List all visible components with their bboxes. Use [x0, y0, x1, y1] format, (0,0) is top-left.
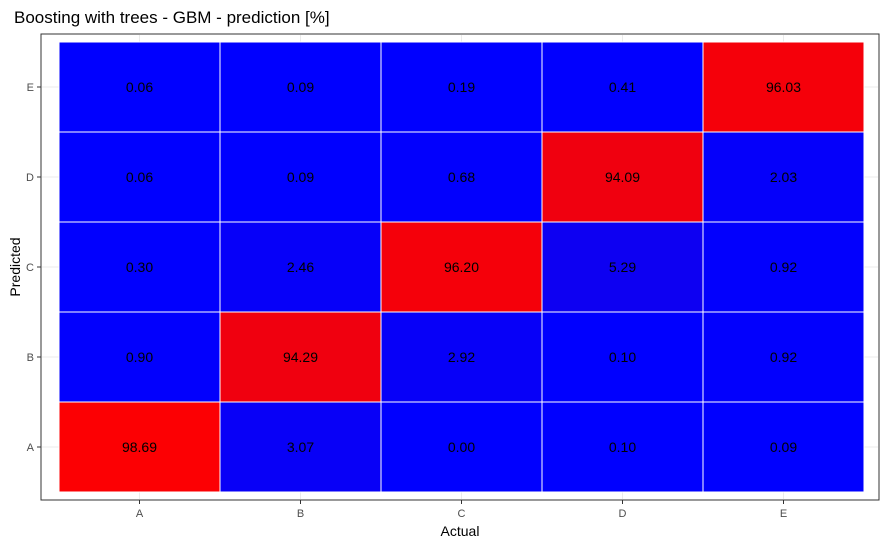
- cell-label-a-b: 0.90: [126, 349, 153, 365]
- heatmap-cells: [58, 41, 865, 493]
- heatmap-cell-a-b: [58, 311, 221, 403]
- heatmap-cell-d-d: [541, 131, 704, 223]
- y-tick-label-e: E: [27, 82, 34, 94]
- cell-label-a-a: 98.69: [122, 439, 157, 455]
- x-axis-ticks: A B C D E: [136, 500, 787, 520]
- heatmap-cell-a-e: [58, 41, 221, 133]
- x-tick-label-d: D: [619, 508, 627, 520]
- heatmap-cell-e-e: [702, 41, 865, 133]
- x-tick-label-b: B: [297, 508, 304, 520]
- heatmap-cell-c-a: [380, 401, 543, 493]
- heatmap-cell-b-a: [219, 401, 382, 493]
- cell-label-c-e: 0.19: [448, 79, 475, 95]
- heatmap-cell-a-c: [58, 221, 221, 313]
- heatmap-cell-e-b: [702, 311, 865, 403]
- heatmap-cell-d-a: [541, 401, 704, 493]
- cell-label-e-c: 0.92: [770, 259, 797, 275]
- x-tick-label-c: C: [458, 508, 466, 520]
- cell-label-d-b: 0.10: [609, 349, 636, 365]
- y-tick-label-d: D: [26, 172, 34, 184]
- cell-label-a-c: 0.30: [126, 259, 153, 275]
- y-tick-label-a: A: [27, 442, 35, 454]
- y-tick-label-c: C: [26, 262, 34, 274]
- heatmap-cell-d-e: [541, 41, 704, 133]
- cell-label-e-d: 2.03: [770, 169, 797, 185]
- y-tick-label-b: B: [27, 352, 34, 364]
- cell-label-e-e: 96.03: [766, 79, 801, 95]
- cell-label-d-c: 5.29: [609, 259, 636, 275]
- cell-label-c-d: 0.68: [448, 169, 475, 185]
- cell-label-d-d: 94.09: [605, 169, 640, 185]
- cell-label-a-e: 0.06: [126, 79, 153, 95]
- cell-labels: 98.69 3.07 0.00 0.10 0.09 0.90 94.29 2.92 0.10 0.…: [122, 79, 801, 455]
- cell-label-e-a: 0.09: [770, 439, 797, 455]
- heatmap-cell-e-c: [702, 221, 865, 313]
- chart-title: Boosting with trees - GBM - prediction […: [14, 8, 330, 27]
- heatmap-cell-c-b: [380, 311, 543, 403]
- heatmap-cell-a-d: [58, 131, 221, 223]
- cell-label-c-b: 2.92: [448, 349, 475, 365]
- cell-label-d-e: 0.41: [609, 79, 636, 95]
- cell-label-b-d: 0.09: [287, 169, 314, 185]
- x-tick-label-e: E: [780, 508, 787, 520]
- heatmap-cell-e-d: [702, 131, 865, 223]
- heatmap-cell-b-c: [219, 221, 382, 313]
- y-axis-ticks: A B C D E: [26, 82, 41, 454]
- cell-label-a-d: 0.06: [126, 169, 153, 185]
- cell-label-c-c: 96.20: [444, 259, 479, 275]
- y-axis-title: Predicted: [7, 237, 23, 296]
- heatmap-cell-a-a: [58, 401, 221, 493]
- x-tick-label-a: A: [136, 508, 144, 520]
- heatmap-cell-e-a: [702, 401, 865, 493]
- cell-label-d-a: 0.10: [609, 439, 636, 455]
- heatmap-cell-d-b: [541, 311, 704, 403]
- cell-label-b-b: 94.29: [283, 349, 318, 365]
- cell-label-b-c: 2.46: [287, 259, 314, 275]
- heatmap-cell-c-d: [380, 131, 543, 223]
- cell-label-c-a: 0.00: [448, 439, 475, 455]
- heatmap-cell-b-e: [219, 41, 382, 133]
- heatmap-cell-b-b: [219, 311, 382, 403]
- x-axis-title: Actual: [441, 523, 480, 539]
- cell-label-e-b: 0.92: [770, 349, 797, 365]
- cell-label-b-e: 0.09: [287, 79, 314, 95]
- heatmap-cell-c-e: [380, 41, 543, 133]
- cell-label-b-a: 3.07: [287, 439, 314, 455]
